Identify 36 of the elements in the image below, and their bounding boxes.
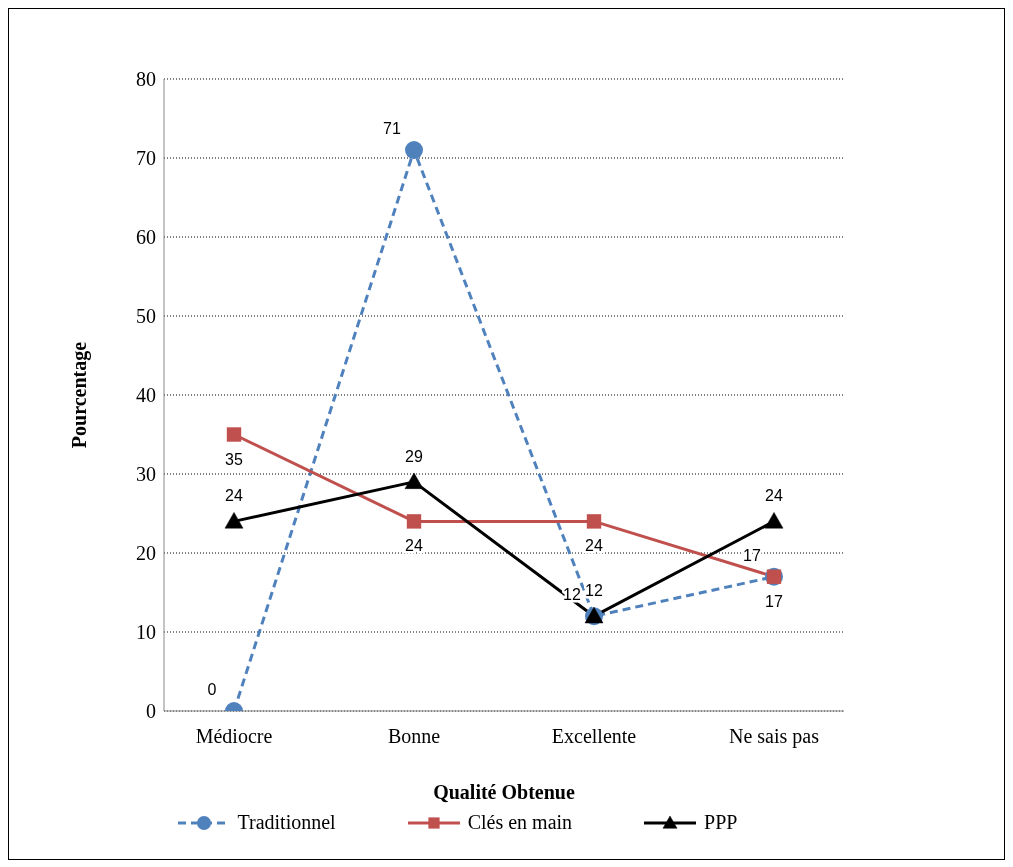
y-tick-label: 80 [136,68,156,91]
y-tick-label: 40 [136,384,156,407]
point [764,512,784,529]
y-axis-title: Pourcentage [68,341,92,449]
data-label: 0 [207,681,217,698]
data-label: 24 [765,487,783,505]
data-label: 24 [225,487,243,505]
y-tick-label: 60 [136,226,156,249]
data-label: 71 [383,120,401,138]
y-tick-label: 20 [136,542,156,565]
point [224,512,244,529]
data-label: 24 [405,537,423,555]
y-tick-label: 10 [136,621,156,644]
y-tick-label: 30 [136,463,156,486]
data-label: 35 [225,450,243,468]
data-label: 17 [743,546,761,564]
point [405,141,423,160]
data-label: 24 [585,537,603,555]
legend-label: PPP [704,811,738,834]
y-tick-label: 50 [136,305,156,328]
point [586,514,602,529]
legend-label: Traditionnel [237,811,336,834]
data-label: 29 [405,447,423,465]
point [404,472,424,489]
data-label: 12 [585,582,603,600]
point [226,427,242,442]
data-label: 17 [765,592,783,610]
y-tick-label: 0 [146,700,156,723]
x-tick-label: Excellente [551,725,637,748]
x-tick-label: Bonne [387,725,441,748]
legend-label: Clés en main [467,811,573,834]
point [406,514,422,529]
x-tick-label: Ne sais pas [729,725,820,749]
x-tick-label: Médiocre [195,725,273,748]
x-axis-title: Qualité Obtenue [433,781,575,803]
y-tick-label: 70 [136,147,156,170]
